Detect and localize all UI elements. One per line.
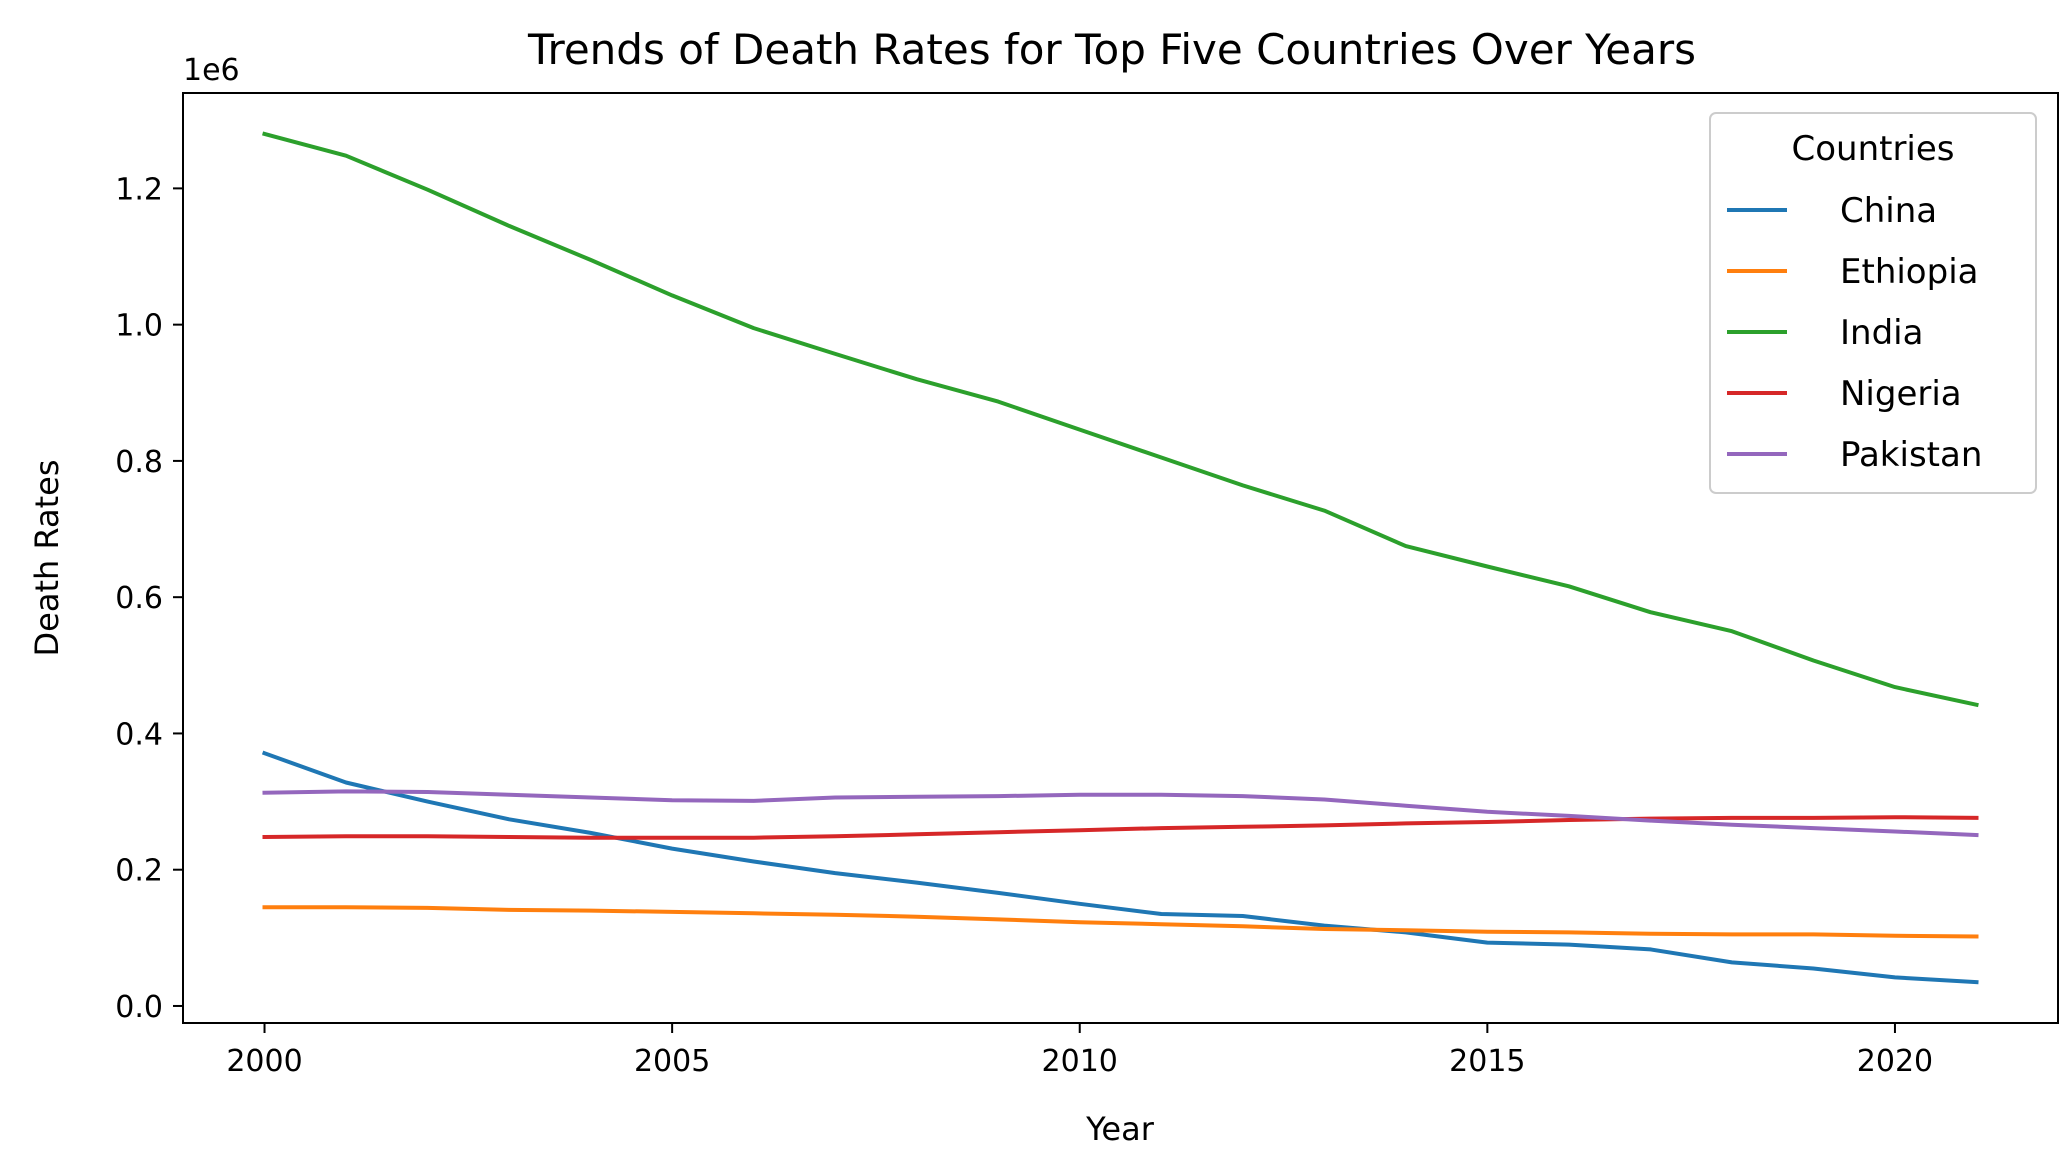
y-tick-label: 1.2 — [115, 172, 163, 207]
legend-title: Countries — [1791, 129, 1954, 169]
series-line-ethiopia — [262, 905, 1979, 939]
legend-label-ethiopia: Ethiopia — [1840, 252, 1978, 292]
x-axis-title: Year — [1085, 1110, 1155, 1148]
y-tick-label: 0.8 — [115, 445, 163, 480]
legend: Countries China Ethiopia India Nigeria Pakis… — [1709, 112, 2037, 494]
y-tick-label: 0.6 — [115, 581, 163, 616]
y-offset-label: 1e6 — [183, 53, 240, 88]
y-tick-label: 0.4 — [115, 717, 163, 752]
x-axis: 2000 2005 2010 2015 2020 — [226, 1023, 1933, 1079]
legend-label-nigeria: Nigeria — [1840, 374, 1962, 414]
legend-frame — [1709, 112, 2037, 494]
x-tick-label: 2000 — [226, 1044, 302, 1079]
x-tick-label: 2020 — [1857, 1044, 1933, 1079]
x-tick-label: 2010 — [1042, 1044, 1118, 1079]
legend-label-china: China — [1840, 191, 1937, 231]
series-lines — [261, 131, 1979, 985]
legend-label-india: India — [1840, 313, 1923, 353]
series-line-india — [262, 131, 1979, 708]
series-line-china — [261, 750, 1979, 985]
y-axis: 0.0 0.2 0.4 0.6 0.8 1.0 1.2 — [115, 172, 183, 1025]
plot-frame — [182, 92, 2059, 1024]
y-tick-label: 0.2 — [115, 854, 163, 889]
chart-title: Trends of Death Rates for Top Five Count… — [527, 25, 1696, 74]
legend-label-pakistan: Pakistan — [1840, 435, 1982, 475]
legend-items: China Ethiopia India Nigeria Pakistan — [1727, 191, 1982, 475]
y-axis-title: Death Rates — [28, 460, 66, 657]
x-tick-label: 2015 — [1449, 1044, 1525, 1079]
series-line-pakistan — [262, 789, 1979, 838]
x-tick-label: 2005 — [634, 1044, 710, 1079]
y-tick-label: 0.0 — [115, 990, 163, 1025]
series-line-nigeria — [262, 815, 1979, 840]
y-tick-label: 1.0 — [115, 309, 163, 344]
